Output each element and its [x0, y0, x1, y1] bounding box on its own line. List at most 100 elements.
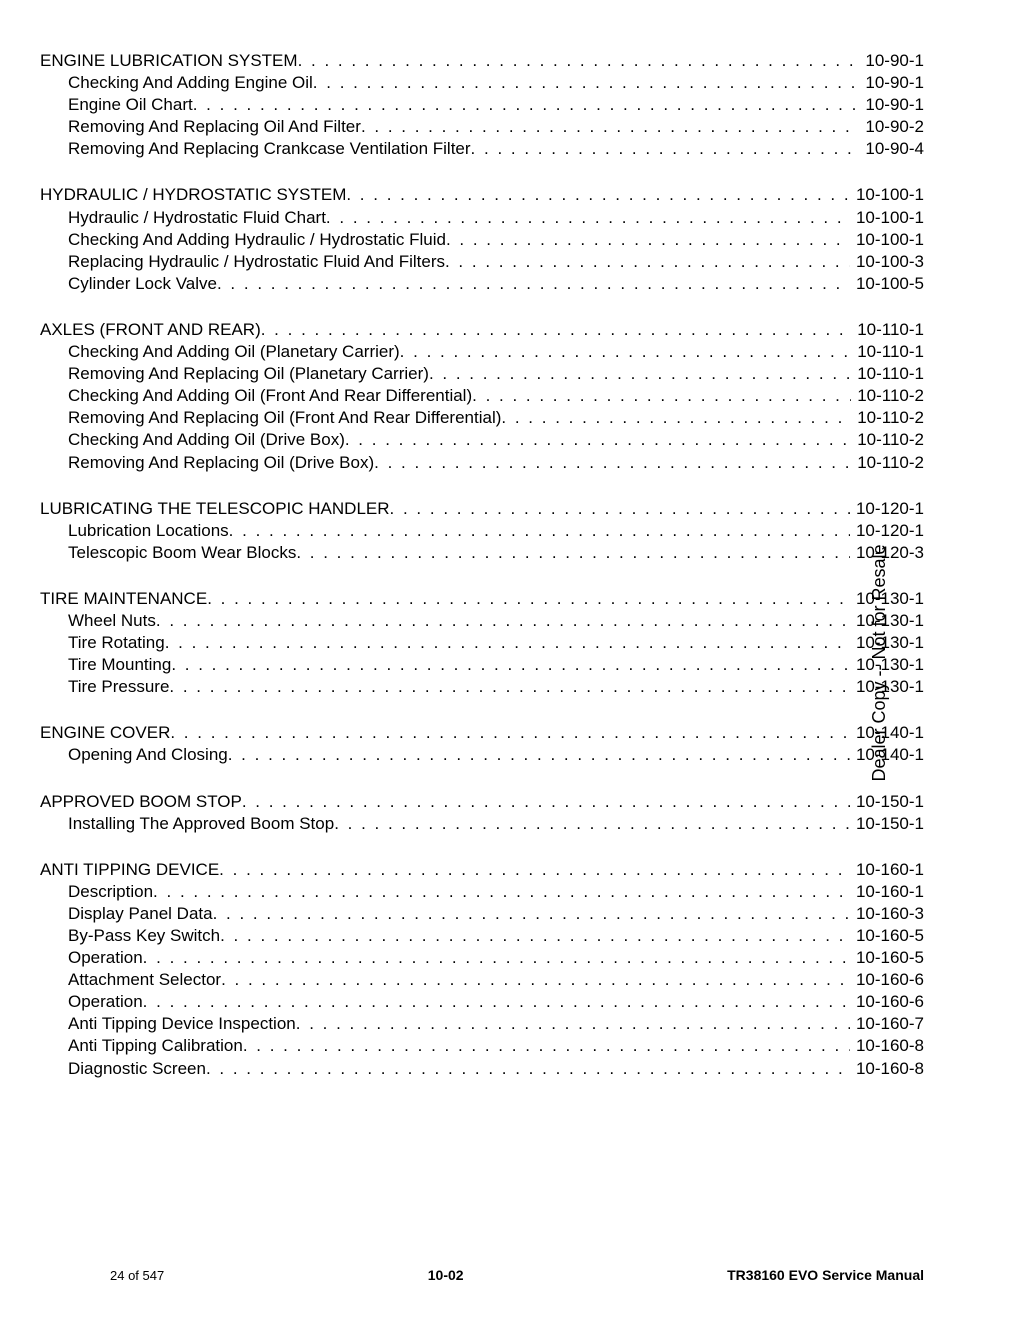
toc-leader-dots	[171, 654, 850, 676]
toc-section-page: 10-150-1	[850, 791, 924, 813]
page-footer: 24 of 547 10-02 TR38160 EVO Service Manu…	[0, 1267, 1024, 1283]
toc-leader-dots	[170, 722, 850, 744]
toc-entry-page: 10-110-2	[851, 452, 924, 474]
toc-entry: Attachment Selector10-160-6	[40, 969, 924, 991]
toc-leader-dots	[446, 229, 850, 251]
toc-leader-dots	[243, 1035, 850, 1057]
toc-leader-dots	[429, 363, 851, 385]
toc-entry: Anti Tipping Device Inspection10-160-7	[40, 1013, 924, 1035]
toc-section-header: TIRE MAINTENANCE10-130-1	[40, 588, 924, 610]
toc-section-title: TIRE MAINTENANCE	[40, 588, 207, 610]
toc-entry: Removing And Replacing Oil And Filter 10-…	[40, 116, 924, 138]
toc-section: AXLES (FRONT AND REAR)10-110-1Checking A…	[40, 319, 924, 474]
toc-section: ENGINE COVER10-140-1Opening And Closing1…	[40, 722, 924, 766]
toc-section-title: HYDRAULIC / HYDROSTATIC SYSTEM	[40, 184, 346, 206]
toc-entry: Removing And Replacing Oil (Planetary Ca…	[40, 363, 924, 385]
toc-entry: By-Pass Key Switch10-160-5	[40, 925, 924, 947]
toc-leader-dots	[229, 520, 850, 542]
toc-entry-page: 10-110-2	[851, 429, 924, 451]
toc-leader-dots	[346, 184, 850, 206]
footer-right: TR38160 EVO Service Manual	[727, 1267, 924, 1283]
toc-leader-dots	[206, 1058, 850, 1080]
toc-entry-page: 10-160-7	[850, 1013, 924, 1035]
toc-entry-page: 10-100-1	[850, 207, 924, 229]
toc-section-header: APPROVED BOOM STOP10-150-1	[40, 791, 924, 813]
toc-entry: Description10-160-1	[40, 881, 924, 903]
toc-leader-dots	[400, 341, 852, 363]
toc-entry-page: 10-100-1	[850, 229, 924, 251]
toc-leader-dots	[361, 116, 859, 138]
toc-entry: Tire Rotating10-130-1	[40, 632, 924, 654]
toc-leader-dots	[296, 1013, 850, 1035]
toc-entry-page: 10-90-4	[859, 138, 924, 160]
toc-section-header: ENGINE COVER10-140-1	[40, 722, 924, 744]
toc-leader-dots	[326, 207, 850, 229]
toc-entry-label: Replacing Hydraulic / Hydrostatic Fluid …	[68, 251, 445, 273]
toc-section-header: AXLES (FRONT AND REAR)10-110-1	[40, 319, 924, 341]
toc-section-page: 10-100-1	[850, 184, 924, 206]
toc-entry: Removing And Replacing Oil (Front And Re…	[40, 407, 924, 429]
toc-section-title: ANTI TIPPING DEVICE	[40, 859, 219, 881]
toc-entry-page: 10-100-5	[850, 273, 924, 295]
toc-entry-page: 10-160-5	[850, 947, 924, 969]
toc-entry: Lubrication Locations10-120-1	[40, 520, 924, 542]
toc-entry-label: Lubrication Locations	[68, 520, 229, 542]
toc-entry: Checking And Adding Engine Oil10-90-1	[40, 72, 924, 94]
toc-entry: Diagnostic Screen 10-160-8	[40, 1058, 924, 1080]
toc-entry-label: Telescopic Boom Wear Blocks	[68, 542, 296, 564]
toc-entry-label: Opening And Closing	[68, 744, 228, 766]
toc-section-header: ENGINE LUBRICATION SYSTEM10-90-1	[40, 50, 924, 72]
toc-entry-page: 10-90-2	[859, 116, 924, 138]
toc-section-title: ENGINE COVER	[40, 722, 170, 744]
toc-entry-page: 10-160-8	[850, 1058, 924, 1080]
toc-section: ANTI TIPPING DEVICE10-160-1Description10…	[40, 859, 924, 1080]
toc-entry-label: Tire Pressure	[68, 676, 169, 698]
toc-entry-label: Attachment Selector	[68, 969, 221, 991]
toc-entry-label: Cylinder Lock Valve	[68, 273, 217, 295]
toc-entry: Operation10-160-6	[40, 991, 924, 1013]
toc-entry-label: Diagnostic Screen	[68, 1058, 206, 1080]
toc-leader-dots	[221, 969, 850, 991]
toc-leader-dots	[261, 319, 851, 341]
toc-entry: Opening And Closing10-140-1	[40, 744, 924, 766]
toc-leader-dots	[296, 542, 850, 564]
toc-entry: Replacing Hydraulic / Hydrostatic Fluid …	[40, 251, 924, 273]
toc-entry: Telescopic Boom Wear Blocks10-120-3	[40, 542, 924, 564]
side-watermark: Dealer Copy -- Not for Resale	[869, 544, 890, 781]
toc-entry: Wheel Nuts10-130-1	[40, 610, 924, 632]
toc-entry-label: Checking And Adding Hydraulic / Hydrosta…	[68, 229, 446, 251]
toc-entry-label: Display Panel Data	[68, 903, 213, 925]
toc-entry: Tire Pressure10-130-1	[40, 676, 924, 698]
toc-leader-dots	[298, 50, 860, 72]
toc-entry: Display Panel Data10-160-3	[40, 903, 924, 925]
toc-leader-dots	[345, 429, 851, 451]
toc-entry-label: Operation	[68, 947, 143, 969]
toc-entry-label: Operation	[68, 991, 143, 1013]
toc-entry: Cylinder Lock Valve 10-100-5	[40, 273, 924, 295]
toc-section-page: 10-120-1	[850, 498, 924, 520]
toc-leader-dots	[242, 791, 850, 813]
toc-entry: Removing And Replacing Crankcase Ventila…	[40, 138, 924, 160]
toc-leader-dots	[313, 72, 860, 94]
toc-entry-page: 10-160-5	[850, 925, 924, 947]
toc-section-title: AXLES (FRONT AND REAR)	[40, 319, 261, 341]
toc-entry-label: Description	[68, 881, 153, 903]
toc-entry-label: Removing And Replacing Crankcase Ventila…	[68, 138, 471, 160]
toc-section-header: HYDRAULIC / HYDROSTATIC SYSTEM 10-100-1	[40, 184, 924, 206]
toc-entry-label: Checking And Adding Engine Oil	[68, 72, 313, 94]
toc-entry: Engine Oil Chart10-90-1	[40, 94, 924, 116]
toc-leader-dots	[193, 94, 860, 116]
toc-entry-page: 10-150-1	[850, 813, 924, 835]
toc-entry: Hydraulic / Hydrostatic Fluid Chart10-10…	[40, 207, 924, 229]
toc-entry-page: 10-160-8	[850, 1035, 924, 1057]
toc-section-header: ANTI TIPPING DEVICE10-160-1	[40, 859, 924, 881]
toc-entry-label: Removing And Replacing Oil And Filter	[68, 116, 361, 138]
page: ENGINE LUBRICATION SYSTEM10-90-1Checking…	[0, 0, 1024, 1325]
toc-entry-label: Anti Tipping Calibration	[68, 1035, 243, 1057]
toc-leader-dots	[169, 676, 850, 698]
toc-entry-page: 10-110-2	[851, 385, 924, 407]
toc-entry-label: Checking And Adding Oil (Front And Rear …	[68, 385, 472, 407]
toc-entry: Checking And Adding Oil (Planetary Carri…	[40, 341, 924, 363]
toc-section-header: LUBRICATING THE TELESCOPIC HANDLER10-120…	[40, 498, 924, 520]
toc-entry: Anti Tipping Calibration 10-160-8	[40, 1035, 924, 1057]
